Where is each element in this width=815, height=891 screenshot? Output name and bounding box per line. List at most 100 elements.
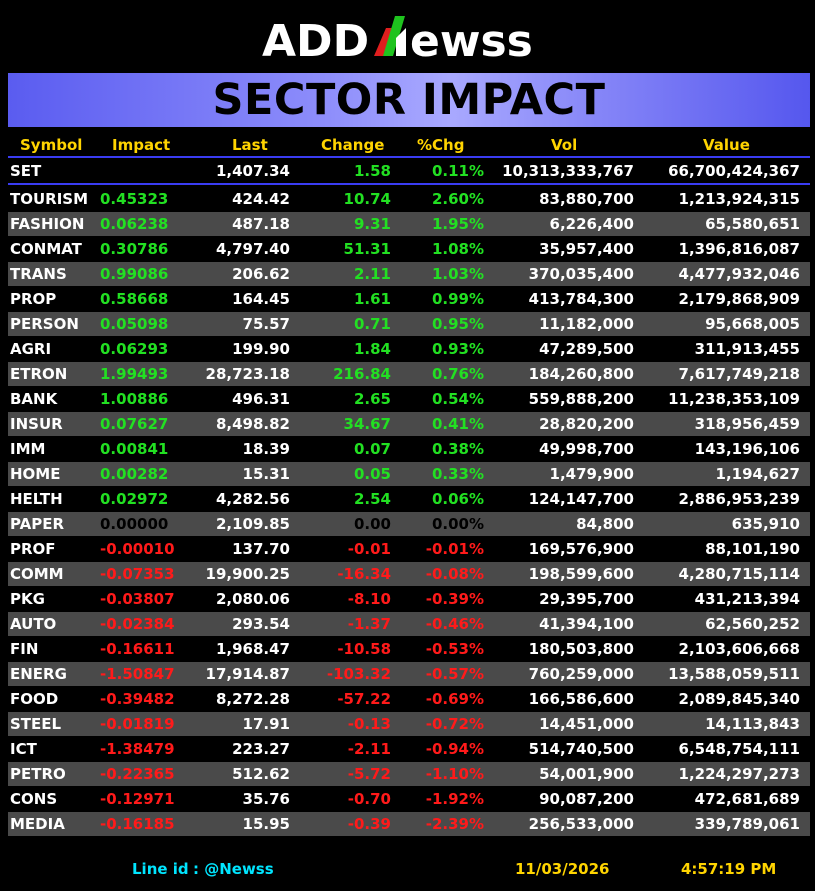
cell-vol: 83,880,700 [539, 190, 634, 208]
cell-vol: 41,394,100 [539, 615, 634, 633]
cell-last: 18.39 [242, 440, 290, 458]
cell-sym: AGRI [10, 340, 52, 358]
index-vol: 10,313,333,767 [502, 162, 634, 180]
table-row: COMM -0.07353 19,900.25 -16.34 -0.08% 198,599… [8, 562, 810, 586]
cell-chg: 9.31 [353, 215, 391, 233]
cell-last: 164.45 [232, 290, 290, 308]
cell-val: 14,113,843 [705, 715, 800, 733]
cell-val: 311,913,455 [694, 340, 800, 358]
cell-vol: 370,035,400 [528, 265, 634, 283]
cell-pct: -0.39% [425, 590, 484, 608]
cell-sym: CONS [10, 790, 58, 808]
cell-sym: COMM [10, 565, 64, 583]
cell-sym: ETRON [10, 365, 68, 383]
cell-sym: ICT [10, 740, 37, 758]
cell-pct: -0.57% [425, 665, 484, 683]
brand-part2: ewss [410, 16, 533, 66]
cell-chg: 10.74 [343, 190, 391, 208]
cell-last: 512.62 [232, 765, 290, 783]
table-row: BANK 1.00886 496.31 2.65 0.54% 559,888,200 11,… [8, 387, 810, 411]
cell-last: 17,914.87 [205, 665, 290, 683]
cell-val: 1,213,924,315 [678, 190, 800, 208]
cell-sym: STEEL [10, 715, 62, 733]
cell-chg: 216.84 [333, 365, 391, 383]
cell-pct: 0.33% [431, 465, 484, 483]
cell-val: 1,396,816,087 [678, 240, 800, 258]
line-id-label: Line id [132, 860, 189, 878]
cell-imp: 0.06293 [100, 340, 169, 358]
cell-imp: -0.03807 [100, 590, 175, 608]
cell-vol: 6,226,400 [549, 215, 634, 233]
cell-imp: 0.00282 [100, 465, 169, 483]
cell-imp: -0.00010 [100, 540, 175, 558]
cell-last: 4,797.40 [215, 240, 290, 258]
col-impact-header: Impact [112, 136, 171, 154]
cell-vol: 180,503,800 [528, 640, 634, 658]
cell-chg: 0.00 [353, 515, 391, 533]
cell-imp: -0.01819 [100, 715, 175, 733]
col-value-header: Value [703, 136, 750, 154]
cell-pct: 1.95% [431, 215, 484, 233]
table-row: CONS -0.12971 35.76 -0.70 -1.92% 90,087,200 47… [8, 787, 810, 811]
cell-imp: -0.16611 [100, 640, 175, 658]
index-symbol: SET [10, 162, 42, 180]
cell-sym: PROP [10, 290, 57, 308]
cell-sym: HOME [10, 465, 61, 483]
cell-pct: -0.46% [425, 615, 484, 633]
cell-pct: -0.53% [425, 640, 484, 658]
cell-chg: -103.32 [326, 665, 391, 683]
cell-last: 2,080.06 [215, 590, 290, 608]
cell-last: 35.76 [242, 790, 290, 808]
cell-chg: 0.07 [353, 440, 391, 458]
brand-logo-svg: ADD ewss [262, 16, 533, 67]
cell-pct: 0.06% [431, 490, 484, 508]
cell-last: 206.62 [232, 265, 290, 283]
cell-imp: -0.22365 [100, 765, 175, 783]
cell-last: 1,968.47 [215, 640, 290, 658]
cell-imp: 0.02972 [100, 490, 169, 508]
cell-vol: 29,395,700 [539, 590, 634, 608]
cell-sym: CONMAT [10, 240, 82, 258]
cell-vol: 35,957,400 [539, 240, 634, 258]
table-row: FIN -0.16611 1,968.47 -10.58 -0.53% 180,503,8… [8, 637, 810, 661]
cell-val: 2,103,606,668 [678, 640, 800, 658]
cell-chg: -2.11 [347, 740, 391, 758]
cell-chg: 1.61 [353, 290, 391, 308]
cell-pct: 0.99% [431, 290, 484, 308]
cell-val: 6,548,754,111 [678, 740, 800, 758]
cell-vol: 47,289,500 [539, 340, 634, 358]
index-row: SET 1,407.34 1.58 0.11% 10,313,333,767 6… [8, 159, 810, 183]
cell-pct: -0.72% [425, 715, 484, 733]
cell-chg: 2.11 [353, 265, 391, 283]
cell-val: 4,280,715,114 [678, 565, 800, 583]
cell-chg: -1.37 [347, 615, 391, 633]
cell-imp: 0.99086 [100, 265, 169, 283]
cell-val: 143,196,106 [694, 440, 800, 458]
cell-last: 199.90 [232, 340, 290, 358]
cell-vol: 169,576,900 [528, 540, 634, 558]
cell-sym: FIN [10, 640, 39, 658]
table-row: PAPER 0.00000 2,109.85 0.00 0.00% 84,800 635,9… [8, 512, 810, 536]
cell-chg: 0.71 [353, 315, 391, 333]
cell-sym: PAPER [10, 515, 65, 533]
line-id-value: : @Newss [193, 860, 274, 878]
cell-pct: 1.03% [431, 265, 484, 283]
index-pct: 0.11% [431, 162, 484, 180]
cell-pct: -2.39% [425, 815, 484, 833]
cell-chg: -0.39 [347, 815, 391, 833]
table-row: INSUR 0.07627 8,498.82 34.67 0.41% 28,820,200… [8, 412, 810, 436]
cell-imp: 0.06238 [100, 215, 169, 233]
cell-chg: 51.31 [343, 240, 391, 258]
table-row: FASHION 0.06238 487.18 9.31 1.95% 6,226,400 65… [8, 212, 810, 236]
footer-time: 4:57:19 PM [681, 860, 777, 878]
cell-sym: PERSON [10, 315, 79, 333]
cell-chg: 34.67 [343, 415, 391, 433]
cell-last: 28,723.18 [205, 365, 290, 383]
cell-chg: 1.84 [353, 340, 391, 358]
cell-sym: HELTH [10, 490, 63, 508]
cell-sym: MEDIA [10, 815, 65, 833]
cell-last: 293.54 [232, 615, 290, 633]
col-last-header: Last [232, 136, 268, 154]
cell-sym: TOURISM [10, 190, 89, 208]
cell-val: 1,224,297,273 [678, 765, 800, 783]
